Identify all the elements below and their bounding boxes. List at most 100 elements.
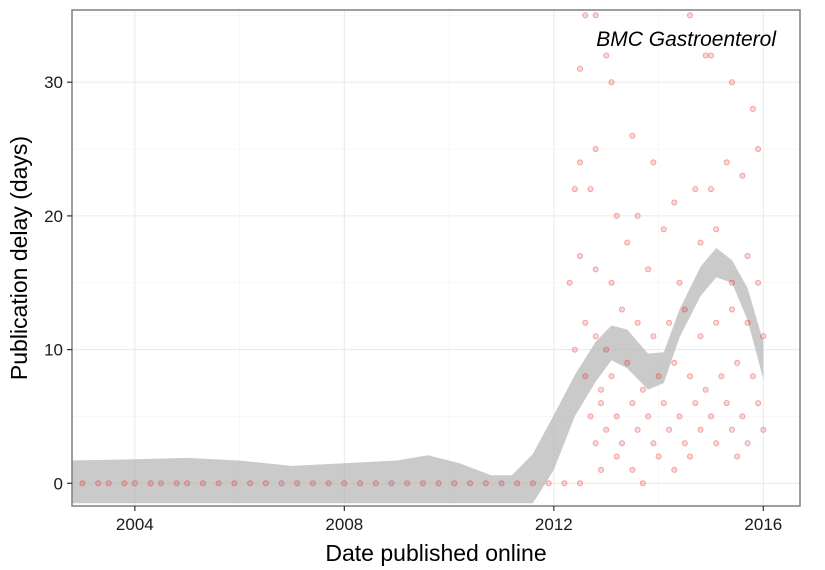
data-point [728, 426, 735, 433]
data-point [247, 480, 254, 487]
data-point [466, 480, 473, 487]
data-point [634, 319, 641, 326]
data-point [713, 440, 720, 447]
data-point [582, 12, 589, 19]
data-point [650, 333, 657, 340]
data-point [592, 266, 599, 273]
data-point [624, 239, 631, 246]
x-axis-title: Date published online [325, 540, 546, 566]
data-point [676, 279, 683, 286]
data-point [687, 453, 694, 460]
data-point [728, 279, 735, 286]
data-point [697, 333, 704, 340]
data-point [372, 480, 379, 487]
data-point [660, 226, 667, 233]
data-point [760, 426, 767, 433]
data-point [639, 480, 646, 487]
data-point [587, 413, 594, 420]
data-point [650, 440, 657, 447]
data-point [618, 440, 625, 447]
data-point [173, 480, 180, 487]
data-point [755, 145, 762, 152]
data-point [184, 480, 191, 487]
data-point [708, 413, 715, 420]
data-point [634, 426, 641, 433]
data-point [95, 480, 102, 487]
data-point [294, 480, 301, 487]
data-point [419, 480, 426, 487]
data-point [147, 480, 154, 487]
data-point [744, 440, 751, 447]
data-point [650, 159, 657, 166]
data-point [749, 105, 756, 112]
y-axis-title: Publication delay (days) [6, 136, 32, 380]
data-point [451, 480, 458, 487]
data-point [603, 52, 610, 59]
data-point [713, 319, 720, 326]
chart-title: BMC Gastroenterol [596, 28, 777, 51]
y-tick-label: 20 [44, 207, 63, 226]
y-tick-label: 10 [44, 341, 63, 360]
data-point [582, 373, 589, 380]
data-point [755, 279, 762, 286]
data-point [723, 159, 730, 166]
data-point [215, 480, 222, 487]
data-point [582, 319, 589, 326]
data-point [629, 400, 636, 407]
data-point [545, 480, 552, 487]
data-point [760, 333, 767, 340]
data-point [105, 480, 112, 487]
data-point [723, 400, 730, 407]
data-point [529, 480, 536, 487]
smooth-ribbon-layer [72, 248, 764, 504]
data-point [592, 440, 599, 447]
data-point [687, 12, 694, 19]
data-point [618, 306, 625, 313]
data-point [666, 426, 673, 433]
plot-panel [72, 10, 800, 506]
data-point [608, 79, 615, 86]
data-point [655, 373, 662, 380]
data-point [655, 453, 662, 460]
data-point [613, 212, 620, 219]
data-point [603, 346, 610, 353]
data-point [629, 466, 636, 473]
data-point [744, 319, 751, 326]
scatter-points-layer [79, 12, 767, 487]
data-point [671, 359, 678, 366]
data-point [645, 413, 652, 420]
data-point [660, 400, 667, 407]
data-point [199, 480, 206, 487]
data-point [728, 306, 735, 313]
data-point [645, 266, 652, 273]
data-point [577, 252, 584, 259]
data-point [613, 413, 620, 420]
data-point [357, 480, 364, 487]
data-point [692, 186, 699, 193]
data-point [608, 373, 615, 380]
data-point [309, 480, 316, 487]
x-tick-label: 2004 [116, 515, 154, 534]
data-point [514, 480, 521, 487]
plot-panel-border [71, 9, 801, 507]
data-point [624, 359, 631, 366]
data-point [739, 172, 746, 179]
data-point [687, 373, 694, 380]
data-point [325, 480, 332, 487]
data-point [671, 199, 678, 206]
data-point [713, 226, 720, 233]
y-axis: 0 10 20 30 [44, 73, 72, 493]
data-point [702, 386, 709, 393]
data-point [749, 373, 756, 380]
data-point [571, 186, 578, 193]
data-point [262, 480, 269, 487]
data-point [404, 480, 411, 487]
data-point [592, 145, 599, 152]
data-point [598, 400, 605, 407]
data-point [728, 79, 735, 86]
x-axis: 2004 2008 2012 2016 [116, 506, 782, 534]
x-tick-label: 2012 [535, 515, 573, 534]
data-point [603, 426, 610, 433]
